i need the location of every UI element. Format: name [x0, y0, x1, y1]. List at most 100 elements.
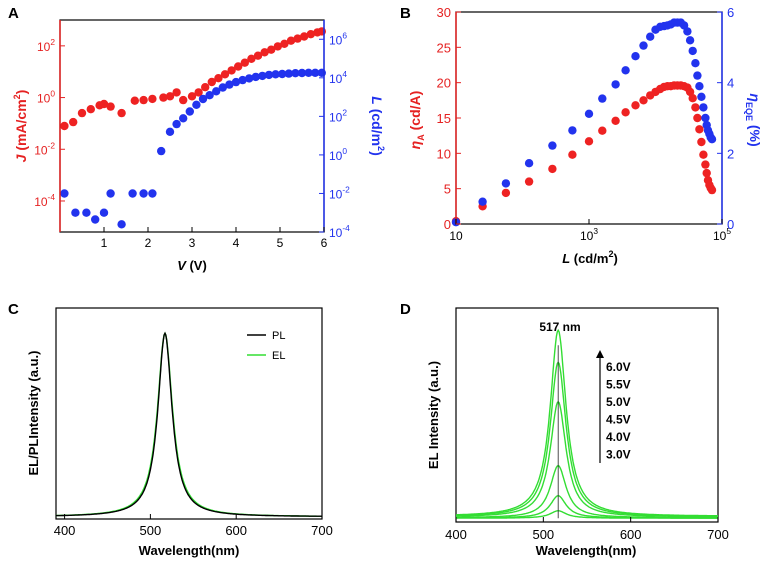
panel-b-current-efficiency-point [695, 125, 704, 134]
panel-c-x-label: Wavelength(nm) [139, 543, 240, 558]
panel-a-left-label: J (mA/cm2) [12, 90, 29, 163]
panel-b-left-tick-label: 30 [437, 5, 451, 20]
panel-b-left-tick-label: 5 [444, 182, 451, 197]
panel-b-eqe-point [695, 82, 704, 91]
panel-a-l-point [172, 119, 181, 129]
panel-b-eqe-point [646, 32, 655, 41]
panel-a-x-tick-label: 1 [101, 236, 108, 250]
panel-b-eqe-point [685, 36, 695, 45]
panel-b-left-tick-label: 25 [437, 40, 451, 55]
panel-label-d: D [400, 301, 411, 318]
panel-b-current-efficiency-point [501, 188, 511, 198]
panel-a-j-point [187, 92, 197, 101]
panel-a-j-point [227, 66, 236, 75]
panel-a-j-point [130, 96, 139, 105]
panel-a-l-point [264, 70, 274, 80]
panel-a-right-tick-label: 10-4 [329, 223, 350, 240]
panel-a-j-point [293, 34, 302, 43]
panel-b-eqe-point [501, 179, 511, 188]
panel-a-j-point [106, 102, 115, 111]
panel-b-eqe-point [524, 159, 534, 168]
panel-a-l-point [157, 146, 166, 156]
panel-c-pl-line [55, 331, 323, 517]
panel-a-l-point [297, 68, 307, 78]
panel-b-eqe-point [688, 46, 697, 56]
panel-b-current-efficiency-point [697, 137, 706, 147]
panel-d-x-tick-label: 600 [620, 527, 642, 542]
panel-b-eqe-point [701, 113, 710, 123]
panel-a-j-point [194, 88, 203, 97]
panel-b-current-efficiency-point [693, 113, 702, 123]
panel-a-left-tick-label: 10-4 [34, 192, 55, 209]
panel-a: A 1 2 3 4 5 6 102 100 10-2 10-4 106 104 102 100 10-2… [8, 5, 386, 273]
panel-label-c: C [8, 301, 19, 318]
panel-a-frame [59, 19, 325, 233]
panel-d-lines [456, 328, 718, 519]
panel-a-x-ticks: 1 2 3 4 5 6 [101, 227, 328, 250]
panel-a-right-tick-label: 104 [329, 69, 347, 86]
panel-b-x-ticks: 10 103 105 [449, 219, 731, 243]
panel-a-x-tick-label: 5 [277, 236, 284, 250]
panel-a-l-point [271, 70, 280, 79]
panel-a-j-point [148, 94, 157, 104]
panel-a-x-tick-label: 3 [189, 236, 196, 250]
voltage-arrow-head [596, 350, 604, 358]
panel-a-x-tick-label: 4 [233, 236, 240, 250]
panel-a-l-point [60, 189, 69, 198]
panel-a-l-point [251, 72, 260, 82]
panel-b-x-tick-label: 10 [449, 229, 463, 243]
panel-b-left-tick-label: 10 [437, 146, 451, 161]
panel-b-eqe-point [691, 59, 700, 68]
panel-b-current-efficiency-point [685, 87, 695, 97]
panel-d-frame [455, 307, 719, 523]
panel-b-left-ticks: 0 5 10 15 20 25 30 [437, 5, 461, 232]
panel-a-l-point [212, 87, 221, 96]
panel-b-current-efficiency-point [701, 160, 710, 169]
panel-b-current-efficiency-point [631, 101, 640, 110]
panel-b-eqe-point [699, 103, 708, 112]
panel-a-l-point [278, 69, 287, 79]
panel-b-left-tick-label: 15 [437, 111, 451, 126]
panel-a-j-point [273, 42, 282, 51]
panel-d-spectrum-5-0v [456, 400, 718, 518]
panel-b-x-tick-label: 103 [580, 226, 598, 243]
panel-b-eqe-point [707, 135, 717, 144]
panel-b-left-tick-label: 20 [437, 76, 451, 91]
panel-a-j-point [300, 32, 309, 41]
panel-b-eqe-point [478, 197, 487, 206]
panel-a-l-point [192, 100, 201, 110]
panel-a-l-point [179, 114, 188, 123]
panel-a-j-point [86, 105, 96, 114]
panel-a-j-point [69, 117, 78, 127]
panel-d-x-tick-label: 500 [532, 527, 554, 542]
panel-b-current-efficiency-point [568, 150, 577, 159]
panel-a-l-point [99, 208, 109, 217]
panel-b-eqe-point [584, 109, 594, 119]
panel-c-x-tick-label: 500 [140, 523, 162, 538]
panel-a-l-point [225, 80, 234, 89]
voltage-label: 5.5V [606, 378, 631, 392]
panel-d-x-tick-label: 400 [445, 527, 467, 542]
panel-b-current-efficiency-point [611, 116, 620, 126]
panel-c-y-label: EL/PLIntensity (a.u.) [26, 351, 41, 476]
panel-b: B 10 103 10 5 0 5 10 15 20 25 30 0 2 4 6 L (cd/m2) η… [400, 5, 760, 266]
panel-b-eqe-point [631, 52, 640, 61]
panel-a-j-point [286, 36, 296, 45]
panel-a-l-point [91, 215, 100, 224]
panel-b-right-tick-label: 2 [727, 146, 734, 161]
panel-c-x-tick-label: 400 [54, 523, 76, 538]
panel-a-x-tick-label: 2 [145, 236, 152, 250]
panel-a-x-tick-label: 6 [321, 236, 328, 250]
panel-a-j-point [234, 62, 243, 71]
panel-a-l-point [218, 83, 227, 92]
panel-a-j-point [60, 121, 69, 131]
panel-b-current-efficiency-point [702, 168, 711, 178]
panel-a-j-point [267, 45, 276, 54]
panel-b-current-efficiency-point [598, 126, 607, 135]
panel-a-l-point [205, 91, 214, 100]
panel-a-right-tick-label: 102 [329, 107, 347, 124]
panel-b-right-tick-label: 0 [727, 217, 734, 232]
voltage-label: 6.0V [606, 360, 631, 374]
panel-b-eqe-point [683, 27, 692, 36]
panel-a-l-point [148, 189, 157, 198]
